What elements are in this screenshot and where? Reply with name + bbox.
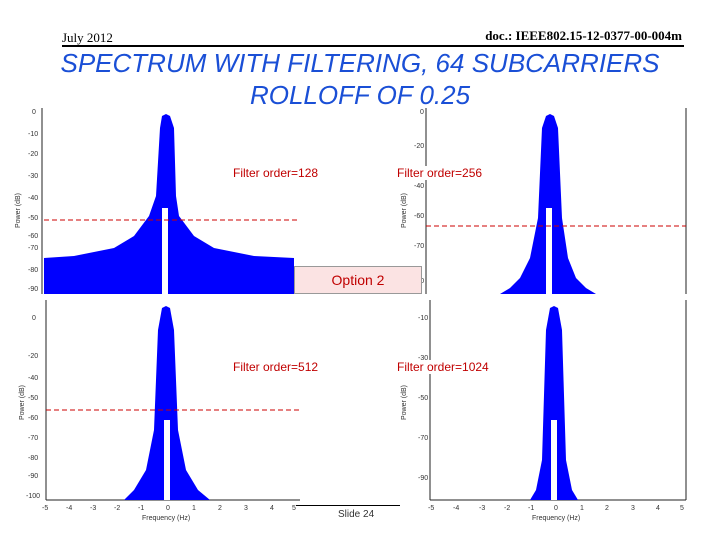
svg-text:-40: -40 (414, 183, 424, 190)
svg-text:0: 0 (420, 109, 424, 116)
spectrum-trace (44, 114, 294, 294)
svg-text:-4: -4 (66, 505, 72, 512)
y-tick-labels: -10 -30 -50 -70 -90 (418, 315, 428, 482)
svg-text:2: 2 (218, 505, 222, 512)
svg-text:5: 5 (680, 505, 684, 512)
footer-rule (296, 505, 400, 506)
svg-text:-5: -5 (428, 505, 434, 512)
slide-number: Slide 24 (338, 509, 375, 520)
svg-text:Power (dB): Power (dB) (401, 385, 408, 420)
header-date: July 2012 (62, 30, 113, 45)
svg-text:-90: -90 (28, 286, 38, 293)
svg-text:0: 0 (554, 505, 558, 512)
header-doc-id: doc.: IEEE802.15-12-0377-00-004m (485, 28, 682, 43)
svg-text:0: 0 (32, 315, 36, 322)
svg-text:-60: -60 (28, 233, 38, 240)
x-tick-labels: -5 -4 -3 -2 -1 0 1 2 3 4 5 (42, 505, 296, 512)
svg-text:-60: -60 (28, 415, 38, 422)
spectrum-trace (124, 306, 210, 500)
y-tick-labels: 0 -20 -40 -50 -60 -70 -80 -90 -100 (26, 315, 40, 500)
filter-label-128: Filter order=128 (233, 166, 319, 180)
svg-text:-2: -2 (504, 505, 510, 512)
svg-text:-3: -3 (90, 505, 96, 512)
svg-text:Power (dB): Power (dB) (15, 193, 22, 228)
spectrum-plot-1024: -10-30-50 -70-90 Power (dB) -5 -4 -3 -2 -1 0… (400, 300, 692, 522)
svg-text:-70: -70 (28, 245, 38, 252)
slide-title-line2: ROLLOFF OF 0.25 (249, 80, 471, 110)
spectrum-trace (500, 114, 596, 294)
svg-text:-20: -20 (414, 143, 424, 150)
svg-text:-80: -80 (28, 267, 38, 274)
slide-title-line1: SPECTRUM WITH FILTERING, 64 SUBCARRIERS (60, 48, 660, 78)
spectrum-plot-512: 0-20-40 -50-60-70 -80-90-100 Power (dB) … (14, 300, 300, 522)
svg-text:-30: -30 (28, 173, 38, 180)
filter-label-256: Filter order=256 (397, 166, 483, 180)
svg-text:-90: -90 (418, 475, 428, 482)
svg-text:Power (dB): Power (dB) (401, 193, 408, 228)
svg-text:-90: -90 (28, 473, 38, 480)
spectrum-plot-256: 0-20-40 -60-70-80 Power (dB) (400, 108, 692, 294)
svg-text:-40: -40 (28, 375, 38, 382)
svg-text:0: 0 (166, 505, 170, 512)
svg-text:4: 4 (656, 505, 660, 512)
svg-text:-80: -80 (28, 455, 38, 462)
svg-text:-50: -50 (28, 395, 38, 402)
header-rule (62, 45, 684, 47)
svg-text:4: 4 (270, 505, 274, 512)
svg-text:1: 1 (580, 505, 584, 512)
svg-text:-70: -70 (418, 435, 428, 442)
svg-text:3: 3 (244, 505, 248, 512)
svg-text:2: 2 (605, 505, 609, 512)
svg-text:-20: -20 (28, 353, 38, 360)
svg-text:-60: -60 (414, 213, 424, 220)
y-tick-labels: 0 -10 -20 -30 -40 -50 -60 -70 -80 -90 (28, 109, 38, 293)
svg-text:-70: -70 (414, 243, 424, 250)
svg-text:-30: -30 (418, 355, 428, 362)
svg-text:-5: -5 (42, 505, 48, 512)
spectrum-trace (530, 306, 578, 500)
svg-text:-50: -50 (418, 395, 428, 402)
svg-text:3: 3 (631, 505, 635, 512)
svg-text:Frequency (Hz): Frequency (Hz) (142, 515, 190, 522)
svg-text:-10: -10 (28, 131, 38, 138)
svg-text:1: 1 (192, 505, 196, 512)
spectrum-plot-128: 0 -10 -20 -30 -40 -50 -60 -70 -80 -90 Power (dB… (14, 108, 300, 294)
filter-label-512: Filter order=512 (233, 360, 319, 374)
svg-text:-4: -4 (453, 505, 459, 512)
filter-label-1024: Filter order=1024 (397, 360, 489, 374)
x-tick-labels: -5 -4 -3 -2 -1 0 1 2 3 4 5 (428, 505, 684, 512)
svg-text:Power (dB): Power (dB) (19, 385, 26, 420)
svg-text:-100: -100 (26, 493, 40, 500)
svg-text:-10: -10 (418, 315, 428, 322)
svg-text:-20: -20 (28, 151, 38, 158)
svg-text:5: 5 (292, 505, 296, 512)
svg-text:-1: -1 (138, 505, 144, 512)
svg-text:-1: -1 (528, 505, 534, 512)
svg-text:-3: -3 (479, 505, 485, 512)
svg-text:Frequency (Hz): Frequency (Hz) (532, 515, 580, 522)
svg-text:-2: -2 (114, 505, 120, 512)
svg-text:-70: -70 (28, 435, 38, 442)
svg-text:-40: -40 (28, 195, 38, 202)
svg-text:0: 0 (32, 109, 36, 116)
option-label-box: Option 2 (294, 266, 422, 294)
svg-text:-50: -50 (28, 215, 38, 222)
